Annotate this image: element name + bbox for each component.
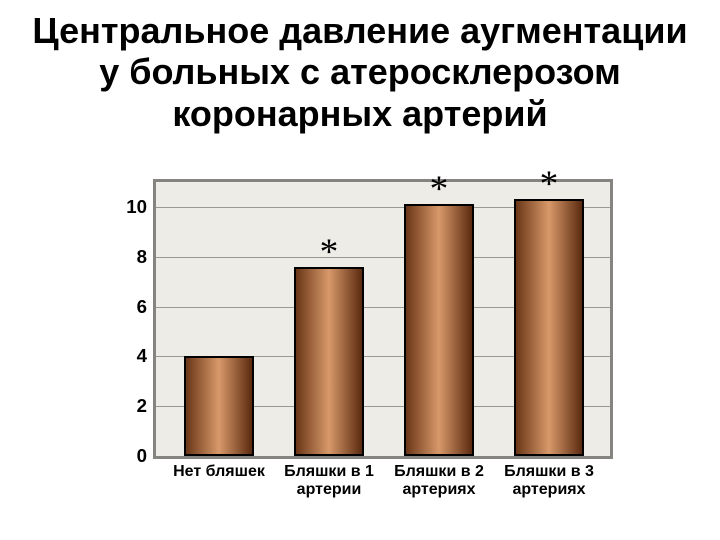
y-tick-label: 2 xyxy=(95,395,147,417)
bar xyxy=(404,204,474,456)
slide: Центральное давление аугментации у больн… xyxy=(0,0,720,540)
y-tick-label: 10 xyxy=(95,196,147,218)
x-tick-label: Бляшки в 3артериях xyxy=(494,463,604,498)
x-tick-label: Нет бляшек xyxy=(164,463,274,481)
x-tick-label: Бляшки в 2артериях xyxy=(384,463,494,498)
slide-title: Центральное давление аугментации у больн… xyxy=(0,10,720,134)
title-line-2: у больных с атеросклерозом xyxy=(99,51,621,92)
asterisk-icon: * xyxy=(540,163,559,206)
title-line-1: Центральное давление аугментации xyxy=(32,10,687,51)
asterisk-icon: * xyxy=(320,231,339,274)
title-line-3: коронарных артерий xyxy=(172,93,547,134)
y-tick-label: 4 xyxy=(95,345,147,367)
y-tick-label: 6 xyxy=(95,296,147,318)
asterisk-icon: * xyxy=(430,168,449,211)
bar xyxy=(294,267,364,456)
y-tick-label: 8 xyxy=(95,246,147,268)
bar-chart: 0246810 Нет бляшекБляшки в 1артерииБляшк… xyxy=(95,165,625,525)
bar xyxy=(514,199,584,456)
bar xyxy=(184,356,254,456)
plot-area xyxy=(153,179,613,459)
x-tick-label: Бляшки в 1артерии xyxy=(274,463,384,498)
y-tick-label: 0 xyxy=(95,445,147,467)
